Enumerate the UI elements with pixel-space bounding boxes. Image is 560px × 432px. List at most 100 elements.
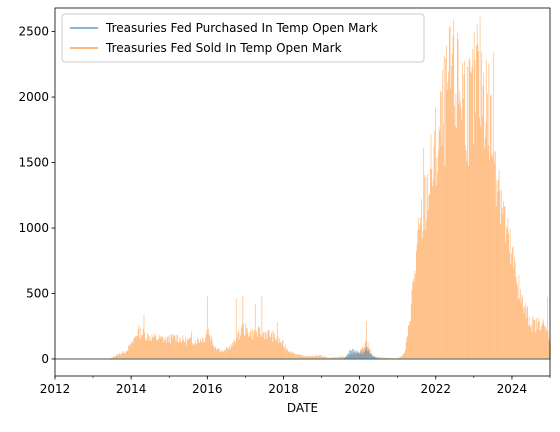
bar-sold [201,342,203,359]
bar-sold [170,334,172,359]
bar-sold [448,71,449,359]
bar-sold [530,324,532,359]
bar-sold [367,342,369,359]
bar-sold [336,357,337,359]
bar-sold [451,53,453,359]
bar-sold [118,353,120,359]
bar-sold [301,356,303,359]
bar-sold [186,345,187,359]
bar-sold [287,349,288,359]
bar-sold [312,356,314,359]
bar-sold [408,325,410,359]
bar-sold [139,327,141,359]
bar-sold [310,356,312,359]
bar-sold [279,338,280,359]
bar-sold [200,340,202,359]
bar-sold [183,341,185,359]
bar-purchased [372,355,373,359]
bar-sold [214,346,216,359]
bar-sold [415,274,416,359]
bar-sold [274,337,276,359]
bar-sold [484,137,486,359]
bar-sold [120,354,121,359]
bar-sold [532,316,534,359]
bar-sold [418,229,420,359]
bar-sold [198,341,200,359]
bar-sold [115,356,116,359]
bar-sold [276,322,278,359]
bar-sold [465,145,466,359]
bar-sold [475,112,477,359]
bar-purchased [369,354,371,359]
bar-sold [342,356,344,359]
bar-sold [210,336,212,359]
bar-sold [428,195,430,359]
x-tick-label: 2024 [497,382,528,396]
bar-sold [325,356,326,359]
bar-sold [509,228,511,359]
bar-sold [446,45,447,359]
bar-sold [494,163,496,359]
bar-sold [180,339,181,359]
bar-purchased [344,357,346,359]
bar-sold [377,357,378,359]
bar-sold [204,341,206,359]
bar-sold [156,339,157,359]
bar-sold [541,323,543,359]
bar-sold [202,338,204,359]
bar-sold [273,333,275,359]
bar-sold [123,350,124,359]
bar-sold [547,331,549,359]
bar-sold [219,351,221,359]
bar-sold [326,357,328,359]
bar-sold [506,229,508,359]
bar-sold [302,354,304,359]
bar-purchased [371,354,373,359]
bar-sold [194,340,196,359]
bar-sold [227,347,228,359]
bar-sold [463,74,465,359]
bar-sold [414,270,416,359]
bar-sold [469,60,471,359]
bar-sold [462,98,464,359]
bar-sold [439,131,441,359]
bar-sold [323,356,325,359]
bar-sold [260,337,262,359]
bar-sold [427,210,429,359]
bar-sold [156,339,158,359]
bar-sold [223,352,225,359]
bar-purchased [352,348,354,359]
y-tick-label: 1000 [18,221,49,235]
bar-sold [147,333,148,359]
bar-sold [271,333,272,359]
bar-sold [179,337,181,359]
bar-sold [487,94,488,359]
bar-purchased [362,353,364,359]
bar-sold [288,351,290,359]
bar-sold [291,351,293,359]
bar-sold [128,345,129,359]
bar-sold [539,321,540,359]
bar-sold [155,334,157,359]
bar-purchased [372,355,374,359]
bar-sold [142,334,143,359]
bar-sold [175,334,177,359]
bar-sold [294,353,296,359]
bar-sold [317,355,319,359]
bar-sold [125,352,127,359]
bar-sold [534,319,536,359]
legend-label: Treasuries Fed Purchased In Temp Open Ma… [105,21,378,35]
bar-sold [526,308,528,359]
bar-sold [149,336,151,359]
bar-sold [476,46,477,359]
bar-sold [324,356,326,359]
bar-sold [513,268,515,359]
bar-sold [265,334,267,359]
bar-sold [235,342,236,359]
bar-sold [205,337,206,359]
bar-sold [440,92,442,359]
bar-sold [541,326,542,359]
bar-sold [492,157,493,359]
bar-sold [146,340,148,359]
bar-sold [376,357,378,359]
